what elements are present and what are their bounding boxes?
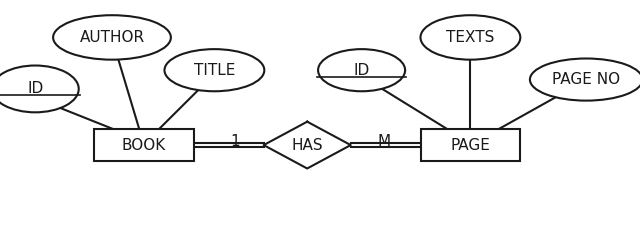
Text: PAGE: PAGE <box>451 138 490 153</box>
Text: TITLE: TITLE <box>194 63 235 78</box>
Ellipse shape <box>164 49 264 91</box>
Text: PAGE NO: PAGE NO <box>552 72 620 87</box>
Text: AUTHOR: AUTHOR <box>79 30 145 45</box>
Text: ID: ID <box>27 81 44 96</box>
Text: TEXTS: TEXTS <box>446 30 495 45</box>
FancyBboxPatch shape <box>421 129 520 161</box>
Text: 1: 1 <box>230 134 241 149</box>
Text: HAS: HAS <box>291 138 323 153</box>
Polygon shape <box>264 122 351 168</box>
Ellipse shape <box>420 15 520 60</box>
Ellipse shape <box>530 58 640 101</box>
Text: M: M <box>378 134 390 149</box>
Ellipse shape <box>53 15 171 60</box>
Text: BOOK: BOOK <box>122 138 166 153</box>
Ellipse shape <box>0 66 79 112</box>
Text: ID: ID <box>353 63 370 78</box>
Ellipse shape <box>318 49 405 91</box>
FancyBboxPatch shape <box>95 129 193 161</box>
